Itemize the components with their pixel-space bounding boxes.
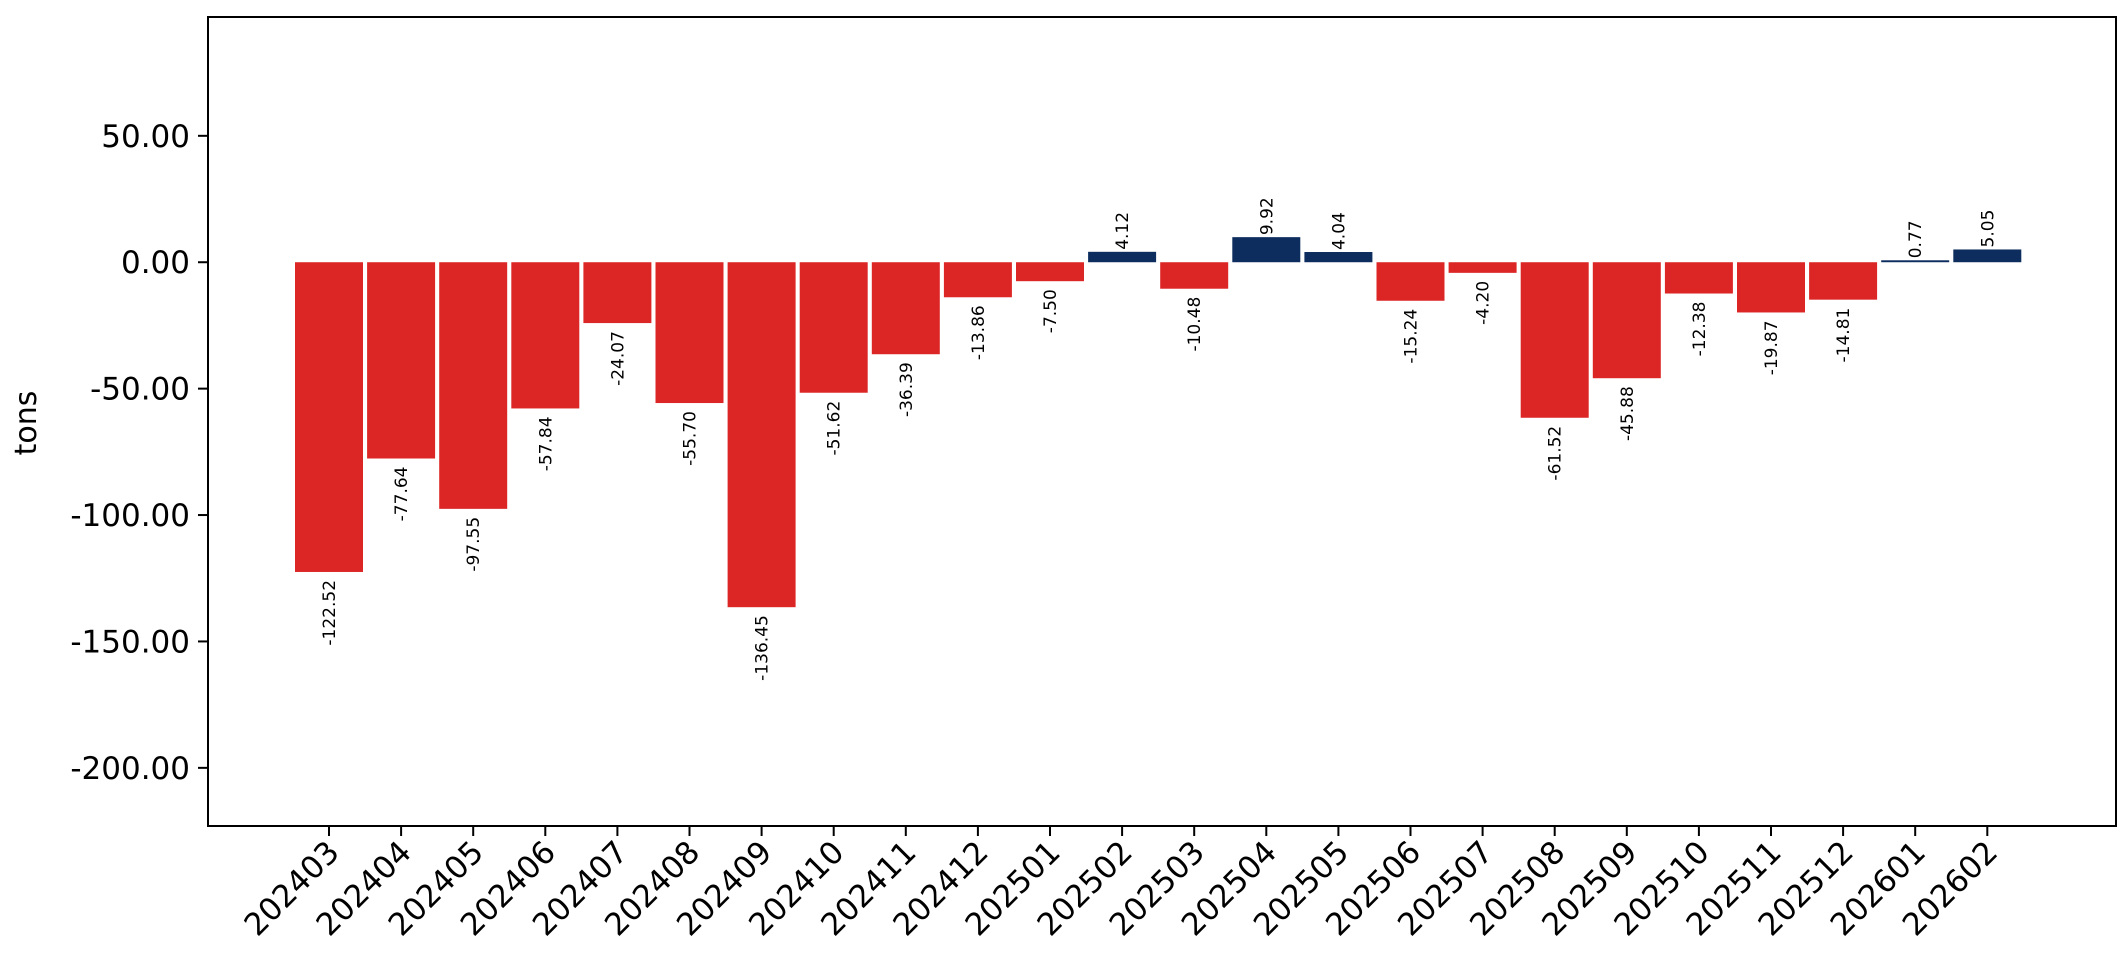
value-label-202411: -36.39 bbox=[897, 362, 917, 417]
y-axis-label: tons bbox=[9, 391, 44, 456]
y-tick-label-4: -150.00 bbox=[70, 624, 190, 660]
y-tick-label-3: -100.00 bbox=[70, 498, 190, 534]
bar-202507 bbox=[1448, 262, 1517, 273]
bar-202509 bbox=[1592, 262, 1661, 379]
value-label-202409: -136.45 bbox=[753, 615, 773, 681]
value-label-202601: 0.77 bbox=[1906, 220, 1926, 258]
value-label-202412: -13.86 bbox=[969, 305, 989, 360]
bar-202506 bbox=[1376, 262, 1445, 301]
bar-202405 bbox=[439, 262, 508, 509]
bar-202602 bbox=[1953, 249, 2022, 263]
value-label-202507: -4.20 bbox=[1474, 281, 1494, 325]
bar-202508 bbox=[1520, 262, 1589, 418]
bar-202410 bbox=[799, 262, 868, 393]
value-label-202408: -55.70 bbox=[681, 411, 701, 466]
bar-202512 bbox=[1809, 262, 1878, 300]
bar-202501 bbox=[1016, 262, 1084, 282]
value-labels-layer: -122.52 -77.64 -97.55 -57.84 -24.07 -55.70 -13… bbox=[320, 197, 1998, 681]
bar-202601 bbox=[1881, 260, 1950, 263]
value-label-202502: 4.12 bbox=[1113, 212, 1133, 250]
bar-202502 bbox=[1088, 251, 1157, 263]
value-label-202510: -12.38 bbox=[1690, 302, 1710, 357]
bar-202411 bbox=[871, 262, 940, 355]
value-label-202503: -10.48 bbox=[1185, 297, 1205, 352]
y-tick-label-1: 0.00 bbox=[121, 245, 190, 281]
value-label-202504: 9.92 bbox=[1257, 197, 1277, 235]
bar-202406 bbox=[511, 262, 580, 409]
value-label-202403: -122.52 bbox=[320, 580, 340, 646]
x-axis: 2024032024042024052024062024072024082024… bbox=[238, 826, 2005, 943]
bar-202504 bbox=[1232, 237, 1301, 263]
bar-202404 bbox=[367, 262, 436, 459]
bar-202408 bbox=[655, 262, 724, 404]
bar-202505 bbox=[1304, 252, 1373, 263]
y-axis: 50.00 0.00 -50.00 -100.00 -150.00 -200.00 bbox=[70, 119, 208, 787]
bars-layer bbox=[295, 237, 2022, 608]
value-label-202508: -61.52 bbox=[1546, 426, 1566, 481]
value-label-202602: 5.05 bbox=[1978, 210, 1998, 248]
plot-frame bbox=[207, 16, 2117, 827]
y-tick-label-2: -50.00 bbox=[90, 372, 190, 408]
bar-202407 bbox=[583, 262, 652, 324]
value-label-202405: -97.55 bbox=[464, 517, 484, 572]
bar-202511 bbox=[1737, 262, 1805, 313]
value-label-202512: -14.81 bbox=[1834, 308, 1854, 363]
value-label-202511: -19.87 bbox=[1762, 320, 1782, 375]
y-tick-label-0: 50.00 bbox=[101, 119, 190, 155]
bar-202409 bbox=[727, 262, 796, 608]
value-label-202406: -57.84 bbox=[536, 416, 556, 471]
value-label-202509: -45.88 bbox=[1618, 386, 1638, 441]
bar-202412 bbox=[943, 262, 1012, 298]
value-label-202404: -77.64 bbox=[392, 467, 412, 522]
bar-202503 bbox=[1160, 262, 1229, 289]
value-label-202407: -24.07 bbox=[608, 331, 628, 386]
value-label-202506: -15.24 bbox=[1402, 309, 1422, 364]
value-label-202505: 4.04 bbox=[1329, 212, 1349, 250]
value-label-202410: -51.62 bbox=[825, 401, 845, 456]
y-tick-label-5: -200.00 bbox=[70, 751, 190, 787]
value-label-202501: -7.50 bbox=[1041, 289, 1061, 333]
bar-202403 bbox=[295, 262, 363, 572]
bar-202510 bbox=[1664, 262, 1733, 294]
